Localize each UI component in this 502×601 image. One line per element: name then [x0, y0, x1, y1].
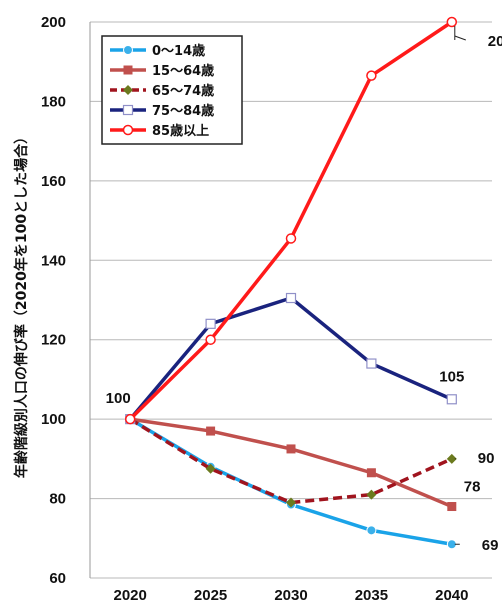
data-point	[205, 318, 216, 329]
data-point	[285, 233, 297, 244]
series-15-64	[125, 414, 457, 512]
series-85	[124, 16, 458, 425]
legend-item: 15～64歳	[110, 63, 214, 79]
legend-label: 85歳以上	[152, 123, 209, 139]
series-line	[128, 296, 453, 421]
data-point	[285, 292, 297, 304]
data-point	[286, 497, 296, 508]
y-tick-label: 120	[41, 332, 66, 349]
data-point	[446, 394, 457, 405]
legend-marker	[123, 65, 133, 75]
y-axis-label: 年齢階級別人口の伸び率（2020年を100とした場合）	[13, 130, 30, 478]
legend-marker	[122, 124, 134, 136]
x-tick-label: 2025	[194, 587, 227, 601]
data-label: 100	[106, 390, 131, 407]
legend-marker	[123, 85, 133, 95]
data-point	[286, 444, 296, 454]
data-point	[366, 70, 377, 81]
y-axis-ticks: 60 80 100 120 140 160 180 200	[41, 14, 66, 587]
legend-item: 0～14歳	[110, 43, 205, 59]
data-point	[366, 468, 376, 478]
data-point	[366, 525, 377, 536]
data-point	[366, 358, 377, 369]
x-axis-ticks: 2020 2025 2030 2035 2040	[114, 587, 469, 601]
data-point	[366, 489, 377, 500]
series-0-14	[125, 414, 457, 550]
legend-item: 85歳以上	[110, 123, 209, 139]
legend-item: 65～74歳	[110, 83, 214, 99]
legend-item: 75～84歳	[110, 103, 214, 119]
data-labels: 100 105 200 90 78 69	[106, 26, 502, 554]
legend: 0～14歳 15～64歳 65～74歳 75～84歳 85歳以上	[101, 35, 243, 145]
data-label: 69	[482, 537, 499, 554]
legend-marker	[123, 45, 133, 55]
y-tick-label: 140	[41, 252, 66, 269]
x-tick-label: 2030	[274, 587, 307, 601]
data-point	[205, 334, 216, 345]
series-line	[129, 417, 453, 505]
y-tick-label: 180	[41, 93, 66, 110]
legend-label: 0～14歳	[152, 43, 205, 59]
data-point	[124, 413, 136, 425]
legend-label: 65～74歳	[152, 83, 214, 99]
data-label: 78	[464, 479, 481, 496]
y-tick-label: 100	[41, 411, 66, 428]
legend-label: 15～64歳	[152, 63, 214, 79]
x-tick-label: 2035	[355, 587, 388, 601]
data-point	[447, 502, 457, 512]
data-label: 90	[478, 450, 495, 467]
data-point	[446, 453, 457, 464]
y-tick-label: 60	[49, 570, 66, 587]
leader-line	[454, 35, 466, 41]
data-label: 105	[439, 368, 464, 385]
data-label: 200	[488, 33, 502, 50]
legend-marker	[122, 104, 134, 116]
x-tick-label: 2040	[435, 587, 468, 601]
series-75-84	[125, 292, 457, 425]
x-tick-label: 2020	[114, 587, 147, 601]
series-65-74	[125, 414, 457, 508]
y-tick-label: 160	[41, 173, 66, 190]
data-point	[205, 463, 216, 474]
data-point	[446, 16, 458, 28]
y-tick-label: 80	[49, 491, 66, 508]
legend-label: 75～84歳	[152, 103, 214, 119]
data-point	[206, 426, 216, 436]
series-line	[129, 417, 453, 509]
series-group	[124, 16, 458, 550]
y-tick-label: 200	[41, 14, 66, 31]
